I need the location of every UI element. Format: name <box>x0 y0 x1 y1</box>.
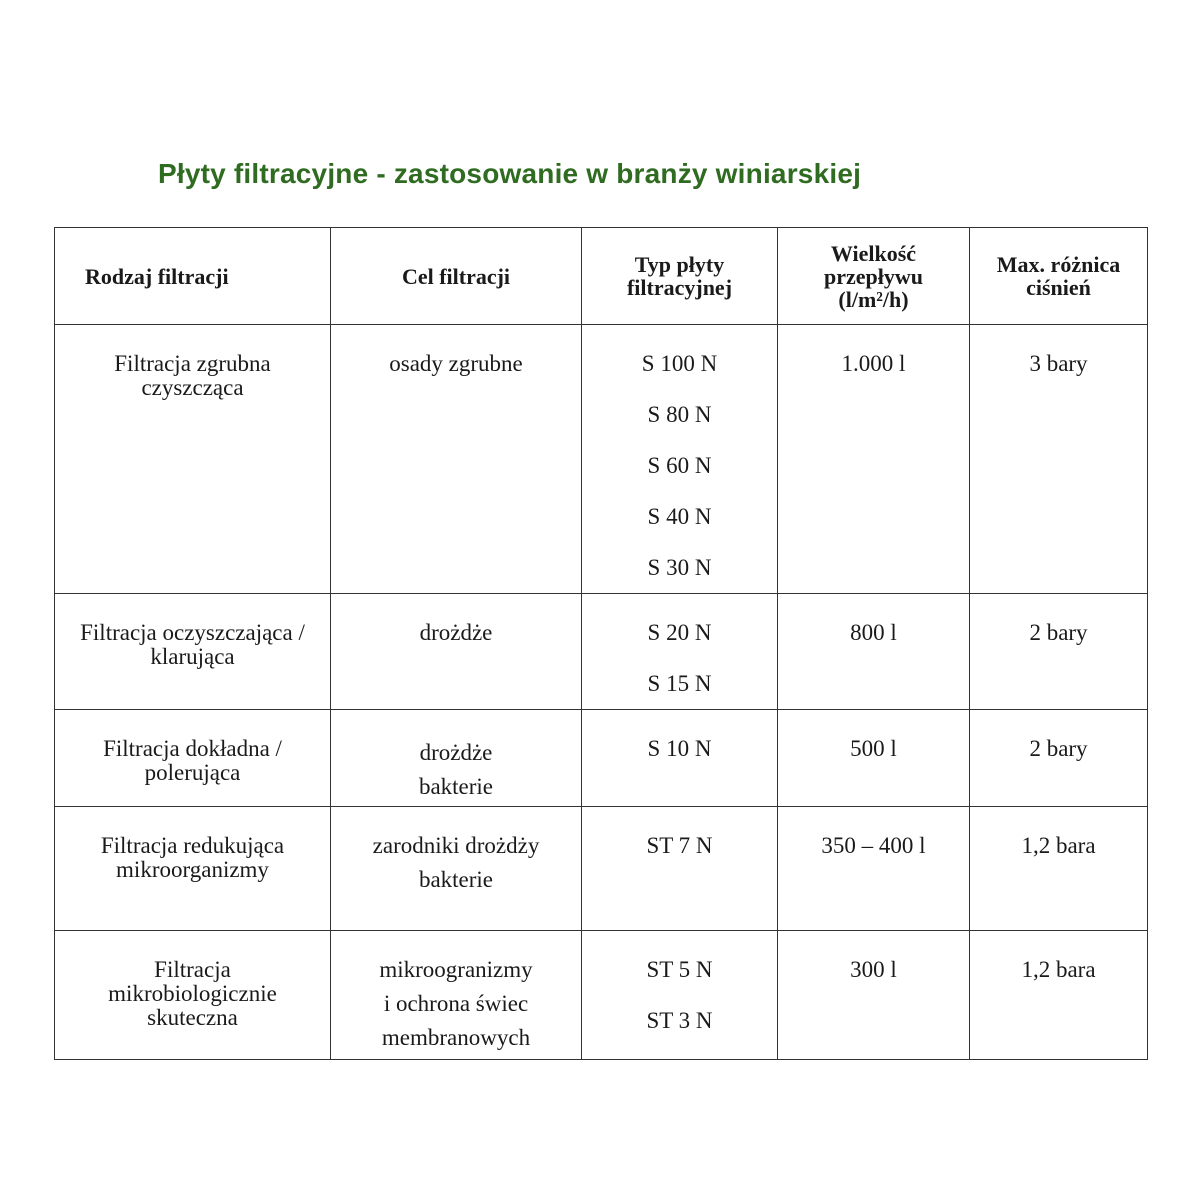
cell-text: S 100 N <box>641 351 718 376</box>
cell-text: S 20 N <box>647 620 712 645</box>
cell-text: drożdże <box>419 620 493 645</box>
cell-text: S 60 N <box>647 453 712 478</box>
table-row: Filtracja redukująca mikroorganizmy zarodn… <box>54 806 1148 931</box>
cell-cel: drożdże <box>330 593 582 710</box>
cell-text: Filtracja dokładna / <box>103 736 282 761</box>
cell-typ: ST 5 N ST 3 N <box>581 930 778 1060</box>
cell-rodzaj: Filtracja oczyszczająca / klarująca <box>54 593 331 710</box>
cell-text: polerująca <box>144 760 241 785</box>
cell-text: drożdże <box>419 740 493 765</box>
cell-przeplyw: 800 l <box>777 593 970 710</box>
cell-cisnienie: 3 bary <box>969 324 1148 594</box>
cell-cel: zarodniki drożdży bakterie <box>330 806 582 931</box>
cell-typ: S 20 N S 15 N <box>581 593 778 710</box>
table-row: Filtracja oczyszczająca / klarująca drożdż… <box>54 593 1148 710</box>
cell-text: bakterie <box>418 774 494 799</box>
cell-przeplyw: 1.000 l <box>777 324 970 594</box>
cell-rodzaj: Filtracja dokładna / polerująca <box>54 709 331 807</box>
cell-text: S 30 N <box>647 555 712 580</box>
cell-text: bakterie <box>418 867 494 892</box>
cell-text: Filtracja <box>154 957 231 982</box>
table-row: Filtracja mikrobiologicznie skuteczna mikro… <box>54 930 1148 1060</box>
table-row: Filtracja dokładna / polerująca drożdże bak… <box>54 709 1148 807</box>
cell-text: S 10 N <box>647 736 712 761</box>
cell-text: 3 bary <box>1029 351 1088 376</box>
cell-text: mikrobiologicznie <box>108 981 277 1006</box>
cell-rodzaj: Filtracja mikrobiologicznie skuteczna <box>54 930 331 1060</box>
cell-text: 500 l <box>850 736 897 761</box>
table-row: Filtracja zgrubna czyszcząca osady zgrubne… <box>54 324 1148 594</box>
cell-text: 350 – 400 l <box>821 833 926 858</box>
header-text: (l/m²/h) <box>838 286 909 312</box>
cell-text: S 15 N <box>647 671 712 696</box>
header-rodzaj: Rodzaj filtracji <box>54 227 331 325</box>
cell-cel: mikroogranizmy i ochrona świec membranowyc… <box>330 930 582 1060</box>
header-text: Wielkość <box>830 240 917 266</box>
cell-przeplyw: 350 – 400 l <box>777 806 970 931</box>
header-text: Max. różnica <box>996 252 1121 277</box>
cell-text: S 80 N <box>647 402 712 427</box>
cell-text: S 40 N <box>647 504 712 529</box>
cell-text: i ochrona świec <box>383 991 529 1016</box>
cell-text: ST 3 N <box>646 1008 713 1033</box>
cell-text: skuteczna <box>147 1005 238 1030</box>
cell-text: 2 bary <box>1029 736 1088 761</box>
header-text: Typ płyty <box>634 252 725 277</box>
cell-cel: osady zgrubne <box>330 324 582 594</box>
header-przeplyw: Wielkość przepływu (l/m²/h) <box>777 227 970 325</box>
header-text: filtracyjnej <box>626 275 733 300</box>
cell-text: 300 l <box>850 957 897 982</box>
cell-text: membranowych <box>381 1025 531 1050</box>
cell-cisnienie: 2 bary <box>969 593 1148 710</box>
cell-typ: S 100 N S 80 N S 60 N S 40 N S 30 N <box>581 324 778 594</box>
cell-typ: ST 7 N <box>581 806 778 931</box>
header-typ: Typ płyty filtracyjnej <box>581 227 778 325</box>
cell-text: osady zgrubne <box>389 351 523 376</box>
cell-text: ST 5 N <box>646 957 713 982</box>
cell-rodzaj: Filtracja redukująca mikroorganizmy <box>54 806 331 931</box>
cell-text: mikroorganizmy <box>116 857 269 882</box>
header-text: ciśnień <box>1026 275 1091 300</box>
cell-typ: S 10 N <box>581 709 778 807</box>
cell-text: mikroogranizmy <box>379 957 533 982</box>
cell-text: czyszcząca <box>141 375 244 400</box>
cell-text: 1,2 bara <box>1021 833 1096 858</box>
cell-cel: drożdże bakterie <box>330 709 582 807</box>
cell-text: 1,2 bara <box>1021 957 1096 982</box>
header-text: Cel filtracji <box>401 263 511 289</box>
header-text: przepływu <box>824 263 923 289</box>
cell-text: Filtracja redukująca <box>100 833 285 858</box>
cell-cisnienie: 1,2 bara <box>969 930 1148 1060</box>
header-text: Rodzaj filtracji <box>85 263 229 289</box>
cell-cisnienie: 2 bary <box>969 709 1148 807</box>
filter-plates-table: Rodzaj filtracji Cel filtracji Typ płyty fi… <box>54 227 1148 1060</box>
cell-cisnienie: 1,2 bara <box>969 806 1148 931</box>
header-cel: Cel filtracji <box>330 227 582 325</box>
cell-przeplyw: 500 l <box>777 709 970 807</box>
cell-text: ST 7 N <box>646 833 713 858</box>
cell-text: 2 bary <box>1029 620 1088 645</box>
page-title: Płyty filtracyjne - zastosowanie w branż… <box>158 158 862 189</box>
cell-text: 800 l <box>850 620 897 645</box>
cell-text: 1.000 l <box>841 351 906 376</box>
cell-rodzaj: Filtracja zgrubna czyszcząca <box>54 324 331 594</box>
cell-text: Filtracja zgrubna <box>114 351 271 376</box>
cell-text: zarodniki drożdży <box>372 833 540 858</box>
header-cisnienie: Max. różnica ciśnień <box>969 227 1148 325</box>
header-row: Rodzaj filtracji Cel filtracji Typ płyty fi… <box>54 227 1148 325</box>
cell-przeplyw: 300 l <box>777 930 970 1060</box>
cell-text: klarująca <box>150 644 235 669</box>
cell-text: Filtracja oczyszczająca / <box>80 620 305 645</box>
